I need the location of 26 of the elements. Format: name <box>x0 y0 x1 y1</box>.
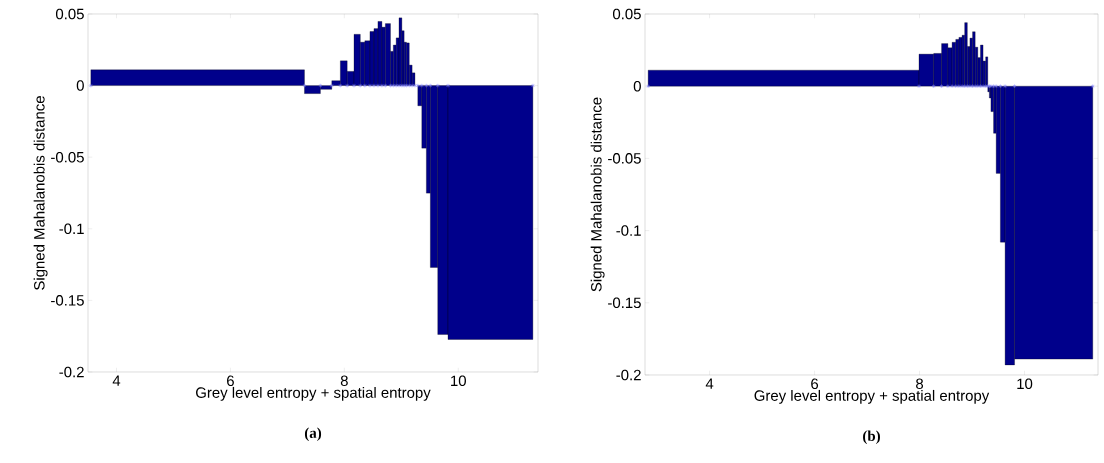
y-tick-label: -0.1 <box>616 225 641 236</box>
y-tick-label: -0.15 <box>51 295 84 306</box>
y-tick-label: -0.1 <box>59 223 84 235</box>
x-tick-label: 8 <box>916 378 924 390</box>
y-axis-title: Signed Mahalanobis distance <box>590 97 605 292</box>
x-tick-label: 10 <box>1017 378 1033 390</box>
y-tick-label: 0.05 <box>55 8 84 20</box>
x-tick-label: 4 <box>705 378 714 389</box>
x-tick-label: 8 <box>340 375 348 387</box>
y-tick-label: -0.05 <box>51 151 84 163</box>
y-tick-label: 0 <box>633 80 641 92</box>
y-tick-label: 0.05 <box>612 8 641 20</box>
x-tick-label: 4 <box>112 375 121 386</box>
y-tick-label: 0 <box>76 80 84 91</box>
text: (b) <box>863 430 880 445</box>
y-tick-label: -0.15 <box>608 297 641 309</box>
y-tick-label: -0.05 <box>608 153 641 164</box>
x-tick-label: 10 <box>451 375 466 387</box>
text: (a) <box>304 427 322 442</box>
x-axis-title: Grey level entropy + spatial entropy <box>196 386 431 401</box>
y-axis-title: Signed Mahalanobis distance <box>33 96 48 290</box>
y-tick-label: -0.2 <box>59 366 84 378</box>
x-tick-label: 6 <box>811 378 819 390</box>
x-axis-title: Grey level entropy + spatial entropy <box>754 389 990 404</box>
x-tick-label: 6 <box>227 375 234 387</box>
y-tick-label: -0.2 <box>616 369 641 381</box>
